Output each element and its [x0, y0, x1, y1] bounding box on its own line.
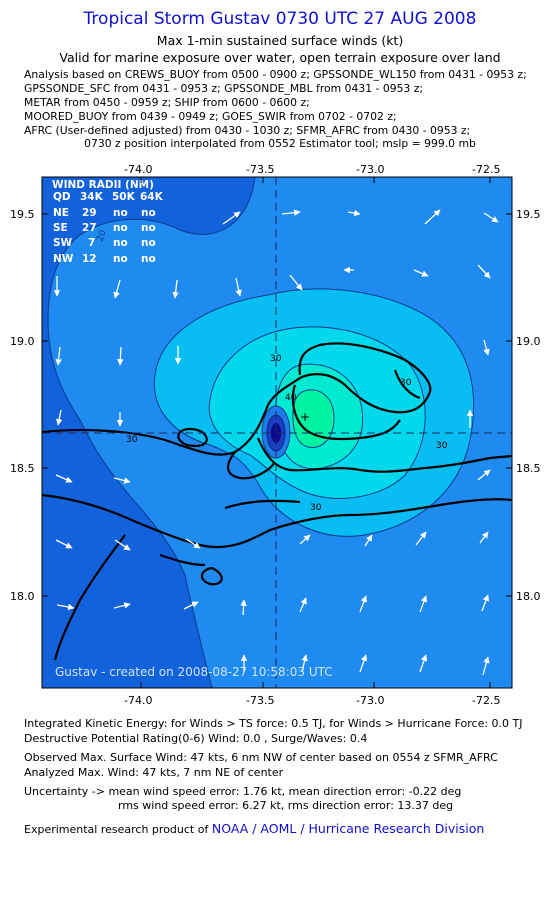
dpr-line: Destructive Potential Rating(0-6) Wind: … — [24, 732, 368, 745]
lat-tick-left: 19.0 — [10, 335, 35, 348]
contour-label: 30 — [126, 435, 138, 445]
max-wind-marker: + — [300, 410, 310, 424]
radii-value: 29 — [82, 207, 97, 219]
wind-field-map: 30 20 30 30 30 40 30 + WIND RADII (NM) Q… — [10, 163, 541, 707]
lat-tick-right: 19.0 — [516, 335, 541, 348]
lat-tick-right: 18.0 — [516, 590, 541, 603]
radii-value: no — [113, 207, 128, 219]
analysis-line-2: GPSSONDE_SFC from 0431 - 0953 z; GPSSOND… — [24, 82, 424, 95]
contour-label: 40 — [285, 393, 297, 403]
lon-tick-top: -73.0 — [356, 163, 384, 176]
radii-value: no — [141, 222, 156, 234]
analysis-line-4: MOORED_BUOY from 0439 - 0949 z; GOES_SWI… — [24, 110, 397, 123]
lat-tick-left: 19.5 — [10, 208, 35, 221]
lon-tick-top: -73.5 — [246, 163, 274, 176]
lon-tick-top: -74.0 — [124, 163, 152, 176]
lon-tick-top: -72.5 — [472, 163, 500, 176]
radii-value: 12 — [82, 253, 97, 265]
validity-note: Valid for marine exposure over water, op… — [59, 50, 501, 65]
contour-label: 30 — [310, 503, 322, 513]
analysis-line-5: AFRC (User-defined adjusted) from 0430 -… — [24, 124, 471, 137]
radii-value: no — [113, 237, 128, 249]
radii-value: 7 — [88, 237, 95, 249]
radii-col-50k: 50K — [112, 191, 136, 203]
radii-value: no — [141, 253, 156, 265]
lat-tick-left: 18.0 — [10, 590, 35, 603]
radii-value: 27 — [82, 222, 97, 234]
rms-line: rms wind speed error: 6.27 kt, rms direc… — [118, 799, 454, 812]
radii-col-64k: 64K — [140, 191, 164, 203]
product-prefix: Experimental research product of — [24, 823, 209, 836]
radii-quadrant: SE — [53, 222, 68, 234]
position-note: 0730 z position interpolated from 0552 E… — [84, 137, 476, 150]
lon-tick-bottom: -73.0 — [356, 694, 384, 707]
plot-frame — [41, 176, 513, 689]
radii-value: no — [113, 222, 128, 234]
ike-line: Integrated Kinetic Energy: for Winds > T… — [24, 717, 523, 730]
lon-tick-bottom: -74.0 — [124, 694, 152, 707]
radii-quadrant: NE — [53, 207, 69, 219]
radii-quadrant: SW — [53, 237, 73, 249]
product-credit: Experimental research product of NOAA / … — [24, 821, 484, 836]
analyzed-max-line: Analyzed Max. Wind: 47 kts, 7 nm NE of c… — [24, 766, 284, 779]
contour-label: 30 — [436, 441, 448, 451]
lat-tick-right: 19.5 — [516, 208, 541, 221]
contour-label: 30 — [400, 378, 412, 388]
uncertainty-line: Uncertainty -> mean wind speed error: 1.… — [24, 785, 462, 798]
analysis-line-1: Analysis based on CREWS_BUOY from 0500 -… — [24, 68, 527, 81]
contour-label: 20 — [95, 229, 108, 243]
radii-col-qd: QD — [53, 191, 71, 203]
lon-tick-bottom: -73.5 — [246, 694, 274, 707]
coastlines — [42, 342, 512, 661]
lat-tick-right: 18.5 — [516, 462, 541, 475]
map-title: Tropical Storm Gustav 0730 UTC 27 AUG 20… — [83, 9, 477, 29]
radii-title: WIND RADII (NM) — [52, 179, 154, 191]
radii-quadrant: NW — [53, 253, 74, 265]
lat-tick-left: 18.5 — [10, 462, 35, 475]
hrd-link[interactable]: NOAA / AOML / Hurricane Research Divisio… — [211, 821, 485, 836]
radii-value: no — [141, 207, 156, 219]
radii-col-34k: 34K — [80, 191, 104, 203]
radii-value: no — [141, 237, 156, 249]
analysis-line-3: METAR from 0450 - 0959 z; SHIP from 0600… — [24, 96, 310, 109]
map-credit: Gustav - created on 2008-08-27 10:58:03 … — [55, 665, 333, 679]
wind-arrows — [53, 209, 499, 676]
observed-max-line: Observed Max. Surface Wind: 47 kts, 6 nm… — [24, 751, 498, 764]
radii-value: no — [113, 253, 128, 265]
map-subtitle: Max 1-min sustained surface winds (kt) — [156, 33, 404, 48]
lon-tick-bottom: -72.5 — [472, 694, 500, 707]
